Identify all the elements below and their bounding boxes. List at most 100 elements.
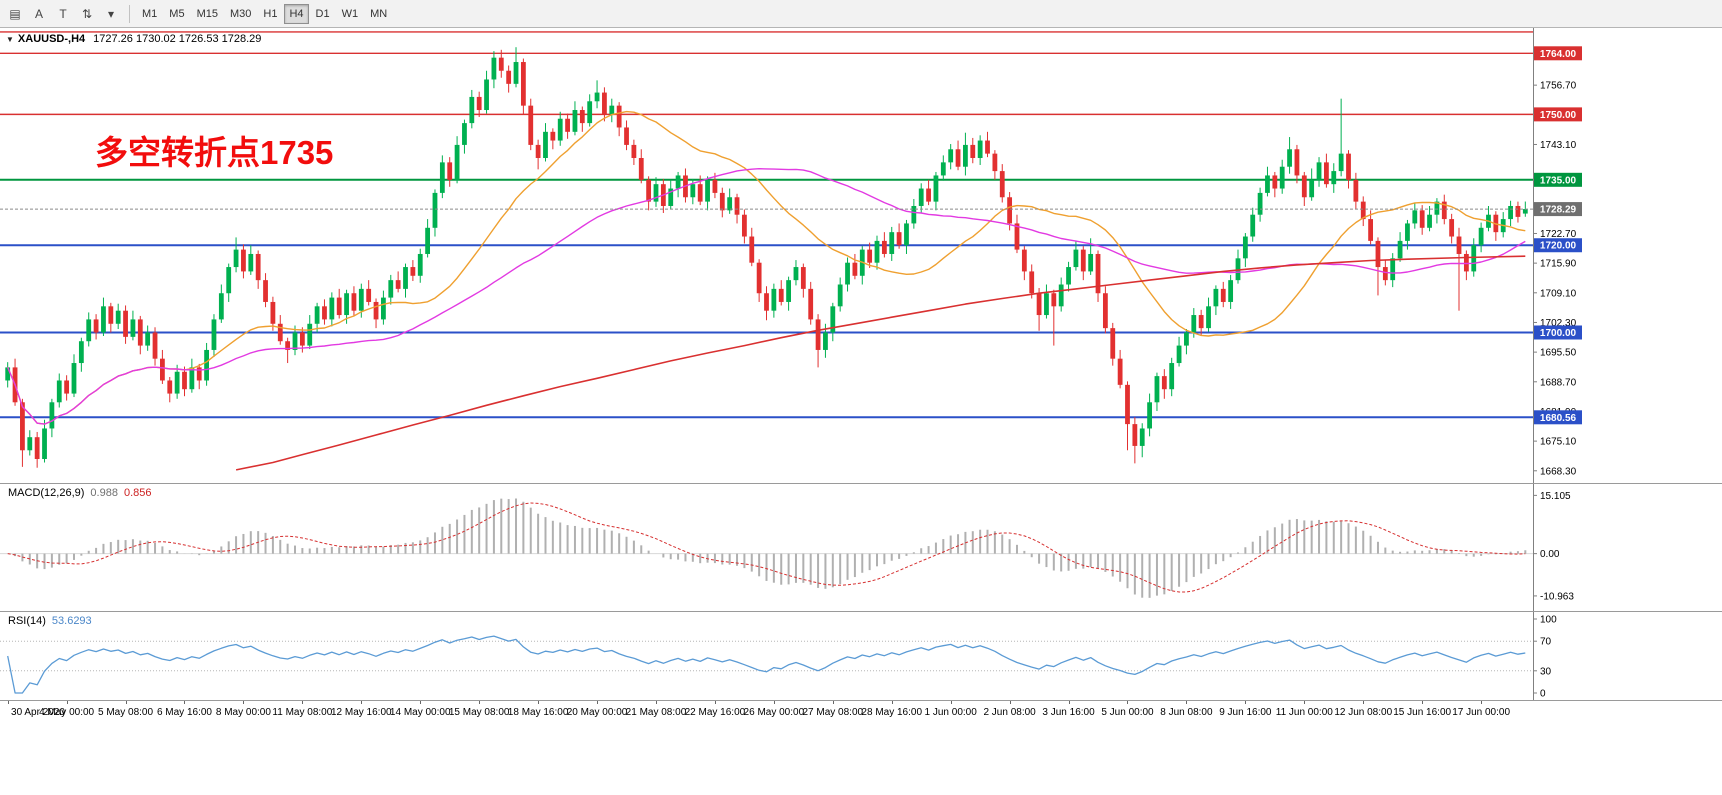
time-tick — [361, 701, 363, 704]
price-badge — [1534, 172, 1582, 187]
time-tick — [1245, 701, 1247, 704]
price-tick-label: 1715.90 — [1540, 259, 1577, 270]
time-tick — [1422, 701, 1424, 704]
time-label: 21 May 08:00 — [625, 707, 687, 718]
time-label: 15 Jun 16:00 — [1393, 707, 1452, 718]
timeframe-d1-button[interactable]: D1 — [315, 7, 330, 20]
timeframe-w1-button[interactable]: W1 — [341, 7, 359, 20]
text-tool-icon[interactable]: T — [59, 6, 67, 21]
timeframe-m1-button[interactable]: M1 — [142, 7, 158, 20]
price-badge — [1534, 46, 1582, 61]
time-label: 2 Jun 08:00 — [983, 707, 1036, 718]
time-label: 14 May 00:00 — [389, 707, 451, 718]
macd-axis[interactable]: 15.105 0.00 -10.963 — [1533, 484, 1574, 611]
time-label: 28 May 16:00 — [861, 707, 923, 718]
toolbar-separator — [129, 4, 130, 23]
time-label: 27 May 08:00 — [802, 707, 864, 718]
time-label: 18 May 16:00 — [507, 707, 569, 718]
rsi-value: 53.6293 — [51, 615, 92, 627]
time-label: 5 May 08:00 — [98, 707, 154, 718]
macd-tick-label: -10.963 — [1540, 591, 1574, 602]
timeframe-m30-button[interactable]: M30 — [229, 7, 252, 20]
chart-annotation-text[interactable]: 多空转折点1735 — [95, 134, 334, 171]
timeframe-mn-button[interactable]: MN — [370, 7, 388, 20]
time-label: 12 Jun 08:00 — [1334, 707, 1393, 718]
timeframe-m5-button[interactable]: M5 — [169, 7, 185, 20]
price-badge — [1534, 238, 1582, 253]
time-tick — [655, 701, 657, 704]
panel-divider[interactable] — [0, 611, 1722, 612]
price-badge — [1534, 202, 1582, 217]
svg-text:1720.00: 1720.00 — [1540, 241, 1577, 252]
time-tick — [66, 701, 68, 704]
time-tick — [1481, 701, 1483, 704]
time-label: 4 May 00:00 — [39, 707, 95, 718]
scroll-arrows-icon[interactable]: ⇅ — [81, 6, 93, 21]
dropdown-caret-icon[interactable]: ▾ — [107, 6, 115, 21]
time-label: 8 Jun 08:00 — [1160, 707, 1213, 718]
price-chart-canvas[interactable]: 1756.70 1743.10 1722.70 1715.90 1709.10 1702.… — [0, 28, 1722, 483]
svg-text:1700.00: 1700.00 — [1540, 328, 1577, 339]
time-label: 5 Jun 00:00 — [1101, 707, 1154, 718]
timeframe-m15-button[interactable]: M15 — [196, 7, 218, 20]
time-tick — [479, 701, 481, 704]
macd-panel[interactable]: 15.105 0.00 -10.963 MACD(12,26,9) 0.988 0.85… — [0, 484, 1722, 611]
time-tick — [891, 701, 893, 704]
time-label: 11 Jun 00:00 — [1275, 707, 1333, 718]
time-tick — [832, 701, 834, 704]
rsi-panel[interactable]: 100 70 30 0 RSI(14) 53.6293 — [0, 612, 1722, 700]
macd-tick-label: 15.105 — [1540, 491, 1571, 502]
panel-divider — [0, 700, 1722, 701]
panel-divider[interactable] — [0, 483, 1722, 484]
time-label: 15 May 08:00 — [448, 707, 510, 718]
time-label: 11 May 08:00 — [272, 707, 333, 718]
chart-dropdown-icon[interactable]: ▼ — [6, 35, 14, 44]
rsi-canvas[interactable]: 100 70 30 0 — [0, 612, 1722, 700]
price-axis[interactable]: 1756.70 1743.10 1722.70 1715.90 1709.10 1702.… — [1533, 28, 1582, 483]
candles-layer — [5, 47, 1528, 468]
rsi-line — [7, 635, 1526, 694]
time-tick — [1186, 701, 1188, 704]
time-label: 8 May 00:00 — [215, 707, 271, 718]
toolbar: ▤ A T ⇅ ▾ M1 M5 M15 M30 H1 H4 D1 W1 MN — [0, 0, 1722, 28]
time-axis[interactable]: 30 Apr 2020 4 May 00:00 5 May 08:00 6 May 1… — [0, 701, 1722, 727]
svg-text:1735.00: 1735.00 — [1540, 175, 1577, 186]
rsi-axis[interactable]: 100 70 30 0 — [1533, 612, 1557, 700]
time-tick — [1363, 701, 1365, 704]
price-tick-label: 1688.70 — [1540, 377, 1577, 388]
price-tick-label: 1756.70 — [1540, 81, 1577, 92]
price-tick-label: 1668.30 — [1540, 466, 1577, 477]
level-lines-layer — [0, 31, 1533, 419]
price-chart-panel[interactable]: 1756.70 1743.10 1722.70 1715.90 1709.10 1702.… — [0, 28, 1722, 483]
time-tick — [1068, 701, 1070, 704]
time-label: 6 May 16:00 — [156, 707, 212, 718]
macd-canvas[interactable]: 15.105 0.00 -10.963 — [0, 484, 1722, 611]
time-tick — [1009, 701, 1011, 704]
toolbar-icon-group: ▤ A T ⇅ ▾ — [3, 4, 123, 24]
time-label: 12 May 16:00 — [330, 707, 392, 718]
time-tick — [302, 701, 304, 704]
time-label: 26 May 00:00 — [743, 707, 805, 718]
time-label: 20 May 00:00 — [566, 707, 628, 718]
time-label: 22 May 16:00 — [684, 707, 746, 718]
timeframe-h1-button[interactable]: H1 — [263, 7, 278, 20]
macd-signal-value: 0.856 — [123, 487, 152, 499]
rsi-label: RSI(14) 53.6293 — [8, 615, 92, 627]
chart-ohlc-values: 1727.26 1730.02 1726.53 1728.29 — [93, 33, 262, 45]
timeframe-h4-button[interactable]: H4 — [284, 3, 309, 24]
time-tick — [125, 701, 127, 704]
time-label: 30 Apr 2020 — [11, 707, 65, 718]
rsi-tick-label: 30 — [1540, 666, 1552, 677]
chart-window-icon[interactable]: ▤ — [9, 6, 21, 21]
time-tick — [538, 701, 540, 704]
price-tick-label: 1722.70 — [1540, 229, 1577, 240]
macd-histogram — [14, 498, 1527, 598]
time-tick — [1127, 701, 1129, 704]
price-tick-label: 1743.10 — [1540, 140, 1577, 151]
time-tick — [243, 701, 245, 704]
price-badge — [1534, 410, 1582, 425]
time-tick — [184, 701, 186, 704]
cursor-tool-icon[interactable]: A — [34, 6, 43, 21]
price-badge — [1534, 325, 1582, 340]
